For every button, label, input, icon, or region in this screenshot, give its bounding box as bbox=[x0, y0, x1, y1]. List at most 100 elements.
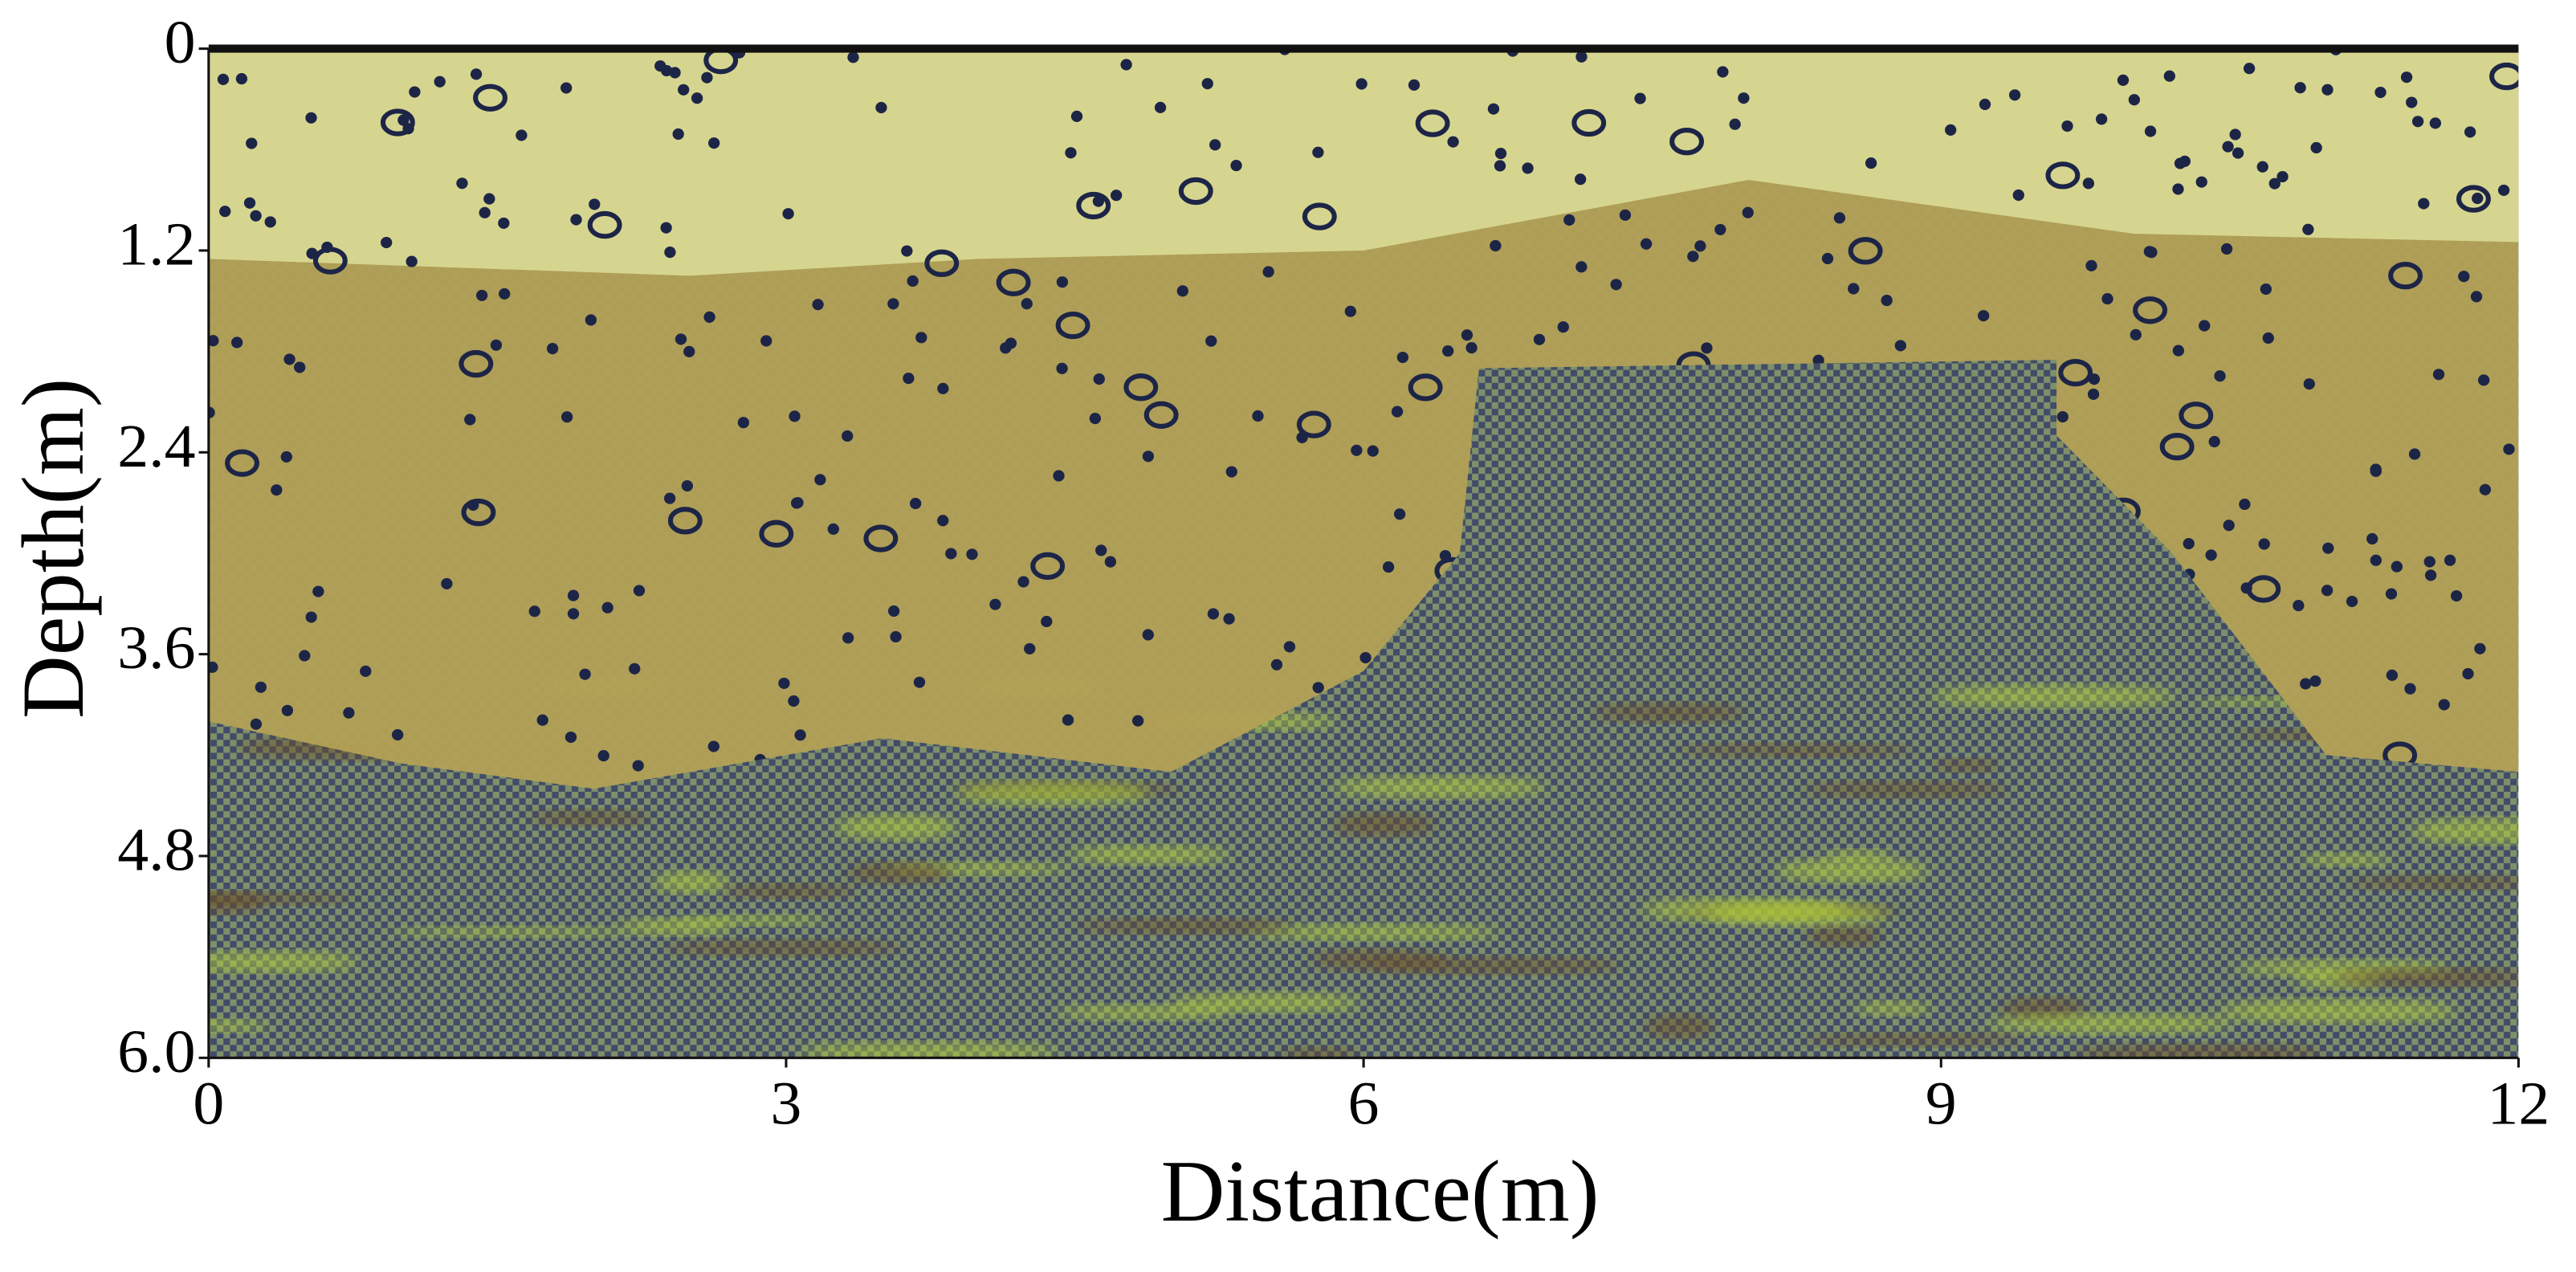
grain bbox=[281, 704, 294, 716]
grain bbox=[915, 332, 927, 344]
grain bbox=[2012, 189, 2024, 202]
grain bbox=[2128, 94, 2141, 106]
grain bbox=[305, 112, 317, 124]
grain bbox=[2478, 374, 2490, 386]
plot-area bbox=[208, 48, 2519, 1058]
grain bbox=[2172, 344, 2185, 357]
grain bbox=[2222, 141, 2234, 153]
grain bbox=[1065, 147, 1077, 159]
grain bbox=[483, 193, 495, 205]
grain bbox=[2144, 125, 2157, 137]
grain bbox=[2101, 293, 2113, 305]
grain bbox=[2423, 556, 2435, 568]
grain bbox=[2462, 667, 2474, 680]
streak bbox=[1803, 1033, 2024, 1046]
grain bbox=[672, 128, 684, 141]
grain bbox=[312, 585, 324, 597]
streak bbox=[1987, 1013, 2232, 1034]
streak bbox=[618, 918, 733, 936]
grain bbox=[1131, 715, 1144, 727]
grain bbox=[589, 198, 601, 210]
grain bbox=[1848, 283, 1860, 295]
grain bbox=[2117, 74, 2130, 86]
grain bbox=[499, 287, 511, 300]
grain bbox=[2223, 520, 2235, 532]
grain bbox=[2174, 157, 2187, 169]
grain bbox=[2322, 542, 2334, 554]
grain bbox=[675, 333, 687, 345]
streak bbox=[1331, 812, 1437, 837]
streak bbox=[208, 951, 360, 973]
grain bbox=[1701, 342, 1713, 354]
streak bbox=[1821, 849, 1894, 862]
grain bbox=[678, 84, 690, 96]
grain bbox=[2370, 554, 2382, 566]
streak bbox=[1933, 758, 2001, 773]
grain bbox=[2146, 247, 2158, 259]
pebble bbox=[380, 108, 415, 137]
grain bbox=[321, 241, 333, 254]
grain bbox=[1120, 59, 1132, 71]
grain bbox=[1729, 118, 1741, 130]
grain bbox=[567, 608, 580, 620]
grain bbox=[789, 410, 801, 422]
grain bbox=[255, 681, 267, 693]
x-tick-label: 0 bbox=[193, 1069, 224, 1137]
grain bbox=[2262, 332, 2274, 344]
streak bbox=[797, 1042, 1060, 1058]
grain bbox=[1262, 266, 1274, 278]
grain bbox=[1881, 295, 1893, 307]
grain bbox=[1142, 450, 1155, 463]
grain bbox=[2464, 126, 2476, 138]
grain bbox=[1089, 413, 1102, 425]
grain bbox=[1640, 238, 1653, 250]
grain bbox=[2293, 600, 2305, 612]
pebble bbox=[2159, 433, 2195, 461]
grain bbox=[664, 247, 676, 259]
grain bbox=[901, 245, 913, 257]
grain bbox=[788, 695, 800, 707]
grain bbox=[1092, 195, 1105, 207]
grain bbox=[2432, 369, 2445, 381]
streak bbox=[2301, 853, 2392, 866]
grain bbox=[2503, 443, 2515, 455]
grain bbox=[1894, 340, 1906, 352]
grain bbox=[2479, 483, 2492, 495]
grain bbox=[1442, 345, 1454, 357]
grain bbox=[264, 216, 276, 228]
grain bbox=[2229, 128, 2241, 141]
pebble bbox=[996, 268, 1031, 296]
grain bbox=[1563, 214, 1575, 226]
pebble bbox=[1571, 108, 1607, 137]
grain bbox=[2183, 537, 2195, 550]
grain bbox=[1017, 576, 1029, 588]
grain bbox=[760, 335, 772, 347]
streak bbox=[721, 883, 857, 899]
grain bbox=[1296, 431, 1308, 443]
pebble bbox=[1408, 373, 1443, 402]
grain bbox=[1024, 642, 1036, 654]
grain bbox=[1742, 206, 1754, 218]
x-tick-label: 3 bbox=[771, 1069, 802, 1137]
grain bbox=[842, 632, 854, 644]
grain bbox=[903, 373, 915, 385]
grain bbox=[633, 585, 646, 597]
grain bbox=[1391, 406, 1404, 418]
grain bbox=[1533, 333, 1546, 345]
streak bbox=[208, 891, 357, 905]
grain bbox=[794, 729, 806, 741]
grain bbox=[2172, 183, 2184, 195]
grain bbox=[235, 73, 248, 85]
pebble bbox=[1302, 202, 1337, 230]
pebble bbox=[2179, 402, 2214, 430]
pebble bbox=[225, 449, 259, 477]
pebble bbox=[2456, 185, 2491, 213]
y-tick-label: 1.2 bbox=[117, 210, 195, 278]
grain bbox=[250, 718, 263, 730]
streak bbox=[1278, 1046, 1359, 1058]
grain bbox=[2260, 283, 2272, 296]
y-tick-label: 4.8 bbox=[117, 815, 195, 883]
grain bbox=[2408, 448, 2421, 460]
grain bbox=[283, 353, 296, 365]
pebble bbox=[2388, 262, 2423, 290]
